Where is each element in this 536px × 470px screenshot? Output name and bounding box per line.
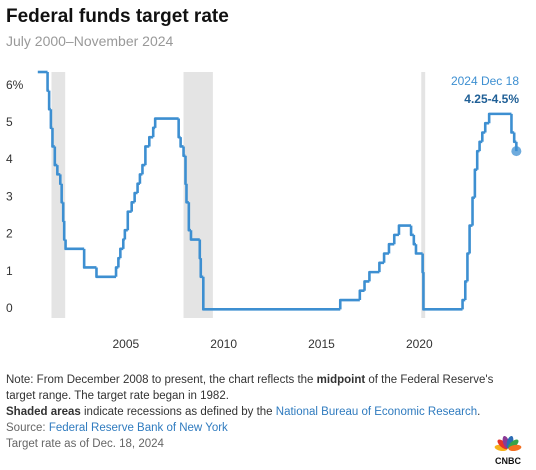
rate-step [130,201,135,212]
x-tick-label: 2005 [112,337,139,351]
rate-step [478,140,483,152]
rate-step [184,155,187,185]
rate-step [148,135,154,147]
logo-feather [508,444,522,452]
rate-step [58,174,62,185]
rate-step [198,239,202,260]
rate-step [422,272,463,311]
y-tick-label: 3 [6,189,13,203]
chart-title: Federal funds target rate [6,6,229,27]
rate-step [409,225,414,237]
rate-step [475,149,480,170]
rate-step [412,234,416,246]
rate-step [487,112,512,124]
rate-step [471,196,475,226]
rate-step [510,113,515,134]
rate-step [179,137,184,148]
x-tick-label: 2010 [210,337,237,351]
rate-step [392,233,399,245]
shade-note: Shaded areas indicate recessions as defi… [6,404,511,420]
rate-step [123,228,128,240]
rate-step [153,117,179,128]
rate-step [64,239,85,251]
chart-subtitle: July 2000–November 2024 [6,33,174,49]
notes: Note: From December 2008 to present, the… [6,372,511,452]
rate-step [382,252,389,263]
note: Note: From December 2008 to present, the… [6,372,511,404]
rate-step [199,258,204,279]
rate-step [397,224,412,235]
rate-step [144,145,150,166]
source-label: Source: [6,422,49,434]
as-of: Target rate as of Dec. 18, 2024 [6,438,164,450]
rate-step [387,242,395,254]
y-tick-label: 6% [6,78,24,92]
rate-step [138,173,143,184]
latest-point [511,146,522,157]
rate-step [126,210,132,231]
rate-step [202,276,341,311]
rate-step [133,191,138,203]
note-bold: Shaded areas [6,406,81,418]
brand: CNBC [495,456,521,466]
rate-step [121,238,125,249]
rate-step [463,280,468,301]
annotation-range: 4.25-4.5% [464,92,519,106]
note-text: indicate recessions as defined by the [80,406,276,418]
note-text: of the Federal Reserve's target range. T… [6,374,494,402]
rate-step [49,109,53,130]
rate-step [358,289,365,301]
rate-step [473,168,478,198]
rate-step [461,298,466,310]
rate-step [82,248,97,269]
rate-step [368,270,380,282]
annotation-date: 2024 Dec 18 [451,74,519,88]
rate-step [483,121,490,133]
recession-band [183,72,213,318]
rate-step [136,182,140,193]
y-tick-label: 2 [6,227,13,241]
rate-step [481,131,486,142]
rate-step [189,230,200,241]
rate-step [378,261,385,273]
rate-step [62,220,66,241]
rate-step [338,298,360,310]
note-text: Note: From December 2008 to present, the… [6,374,317,386]
rate-step [414,244,423,255]
nber-link[interactable]: National Bureau of Economic Research [275,406,478,418]
note-text: . [477,406,481,418]
recession-band [421,72,426,318]
recession-band [51,72,66,318]
rate-step [47,90,51,111]
rate-step [512,132,517,144]
rate-step [468,224,473,254]
y-tick-label: 4 [6,152,13,166]
rate-step [117,256,121,268]
y-tick-label: 5 [6,115,13,129]
rate-step [466,252,470,282]
note-bold: midpoint [316,374,366,386]
rate-step [141,163,146,175]
rate-step [363,280,370,291]
rate-step [119,247,124,259]
rate-step [61,202,65,223]
source-link[interactable]: Federal Reserve Bank of New York [48,422,228,434]
rate-step [421,253,424,274]
x-tick-label: 2015 [308,337,335,351]
y-tick-label: 1 [6,264,13,278]
rate-step [95,267,117,279]
rate-step [182,146,186,158]
rate-step [46,72,50,92]
x-tick-label: 2020 [406,337,433,351]
y-tick-label: 0 [6,301,13,315]
source: Source: Federal Reserve Bank of New York [6,420,511,436]
rate-step [151,126,156,138]
rate-step [177,118,181,139]
rate-step [114,266,119,277]
